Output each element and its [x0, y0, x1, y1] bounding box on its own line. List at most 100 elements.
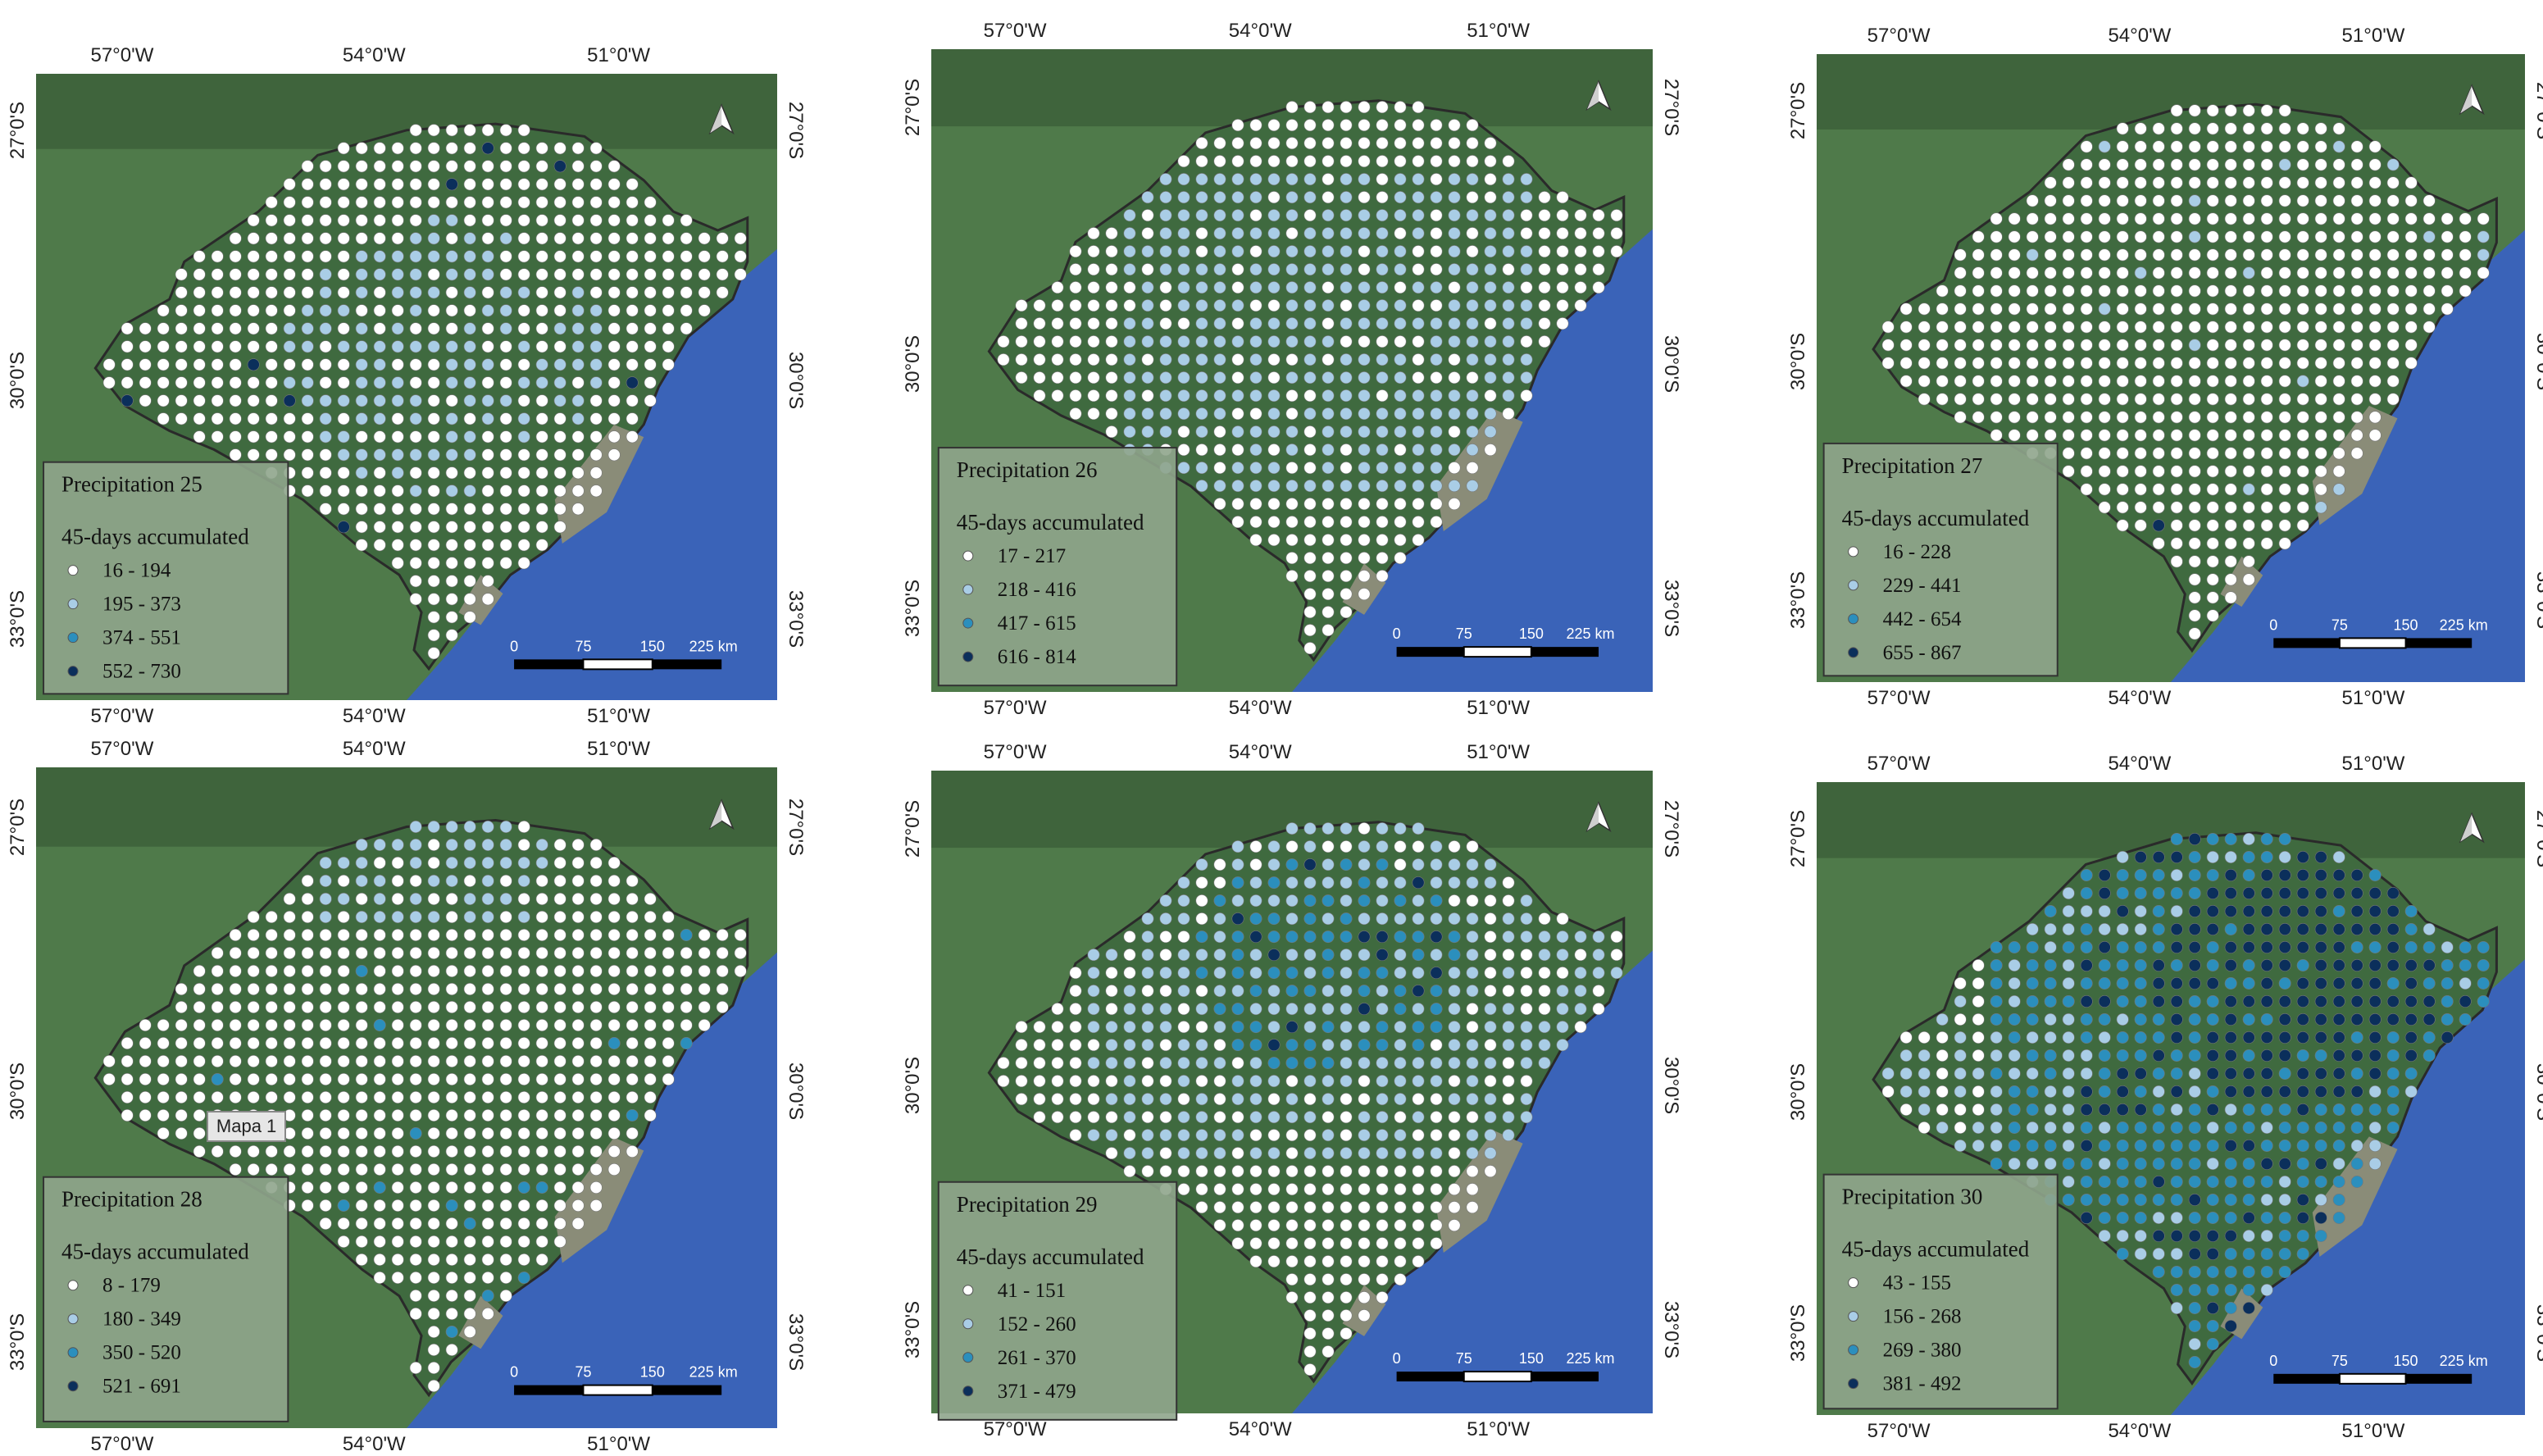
precip-point: [427, 1054, 440, 1067]
precip-point: [517, 857, 530, 870]
precip-point: [2332, 176, 2345, 189]
precip-point: [247, 430, 260, 444]
precip-point: [1430, 480, 1443, 493]
precip-point: [2188, 122, 2201, 135]
precip-point: [499, 1253, 512, 1266]
precip-point: [607, 340, 621, 353]
precip-point: [1412, 1237, 1425, 1250]
precip-point: [1213, 1003, 1226, 1016]
precip-point: [2116, 923, 2129, 936]
precip-point: [409, 268, 422, 281]
precip-point: [427, 232, 440, 245]
precip-point: [1267, 858, 1281, 871]
precip-point: [427, 485, 440, 498]
precip-point: [2368, 941, 2382, 954]
precip-point: [265, 982, 278, 995]
lon-label: 51°0'W: [587, 705, 651, 727]
precip-point: [2098, 959, 2111, 972]
precip-point: [2260, 501, 2273, 514]
precip-point: [481, 1307, 494, 1320]
precip-point: [373, 466, 386, 480]
precip-point: [373, 521, 386, 534]
precip-point: [1520, 173, 1533, 186]
lon-label: 51°0'W: [1467, 741, 1531, 763]
precip-point: [1231, 967, 1244, 980]
precip-point: [319, 485, 332, 498]
precip-point: [1917, 339, 1931, 352]
precip-point: [445, 503, 458, 516]
precip-point: [1502, 1129, 1515, 1142]
precip-point: [409, 196, 422, 209]
precip-point: [427, 340, 440, 353]
precip-point: [301, 340, 314, 353]
precip-point: [1376, 1183, 1389, 1196]
map-panel: 0 75 150 225 km Precipitation 28 45-days accu…: [36, 767, 777, 1428]
precip-point: [2477, 230, 2490, 243]
precip-point: [1484, 137, 1497, 150]
precip-point: [1141, 407, 1154, 421]
precip-point: [1394, 822, 1407, 835]
precip-point: [1267, 967, 1281, 980]
lat-label: 33°0'S: [7, 1313, 29, 1372]
precip-point: [2242, 339, 2255, 352]
precip-point: [1105, 1057, 1118, 1070]
precip-point: [463, 430, 476, 444]
precip-point: [2278, 905, 2291, 918]
precip-point: [1358, 588, 1371, 601]
precip-point: [229, 1072, 242, 1085]
precip-point: [1412, 317, 1425, 330]
precip-point: [2350, 321, 2363, 334]
precip-point: [391, 322, 404, 335]
precip-point: [175, 1126, 188, 1140]
map-panel: 0 75 150 225 km Precipitation 25 45-days accu…: [36, 74, 777, 700]
precip-point: [1231, 1075, 1244, 1088]
precip-point: [1249, 1147, 1262, 1160]
precip-point: [1430, 949, 1443, 962]
precip-point: [301, 485, 314, 498]
precip-point: [2350, 887, 2363, 900]
precip-point: [2422, 941, 2436, 954]
precip-point: [1231, 894, 1244, 908]
precip-point: [157, 322, 170, 335]
precip-point: [2350, 140, 2363, 153]
precip-point: [2260, 537, 2273, 550]
precip-point: [301, 1108, 314, 1122]
precip-point: [355, 286, 368, 299]
precip-point: [409, 539, 422, 552]
precip-point: [1610, 245, 1623, 258]
precip-point: [1376, 1255, 1389, 1268]
legend-swatch: [962, 617, 974, 629]
legend-swatch: [1848, 546, 1859, 557]
precip-point: [1195, 1039, 1208, 1052]
precip-point: [2188, 941, 2201, 954]
precip-point: [1177, 1021, 1190, 1034]
precip-point: [2152, 1175, 2165, 1188]
precip-point: [2260, 393, 2273, 406]
precip-point: [481, 1018, 494, 1031]
precip-point: [2332, 212, 2345, 225]
precip-point: [2080, 411, 2093, 424]
precip-point: [1303, 1093, 1317, 1106]
legend-swatch: [1848, 1378, 1859, 1390]
scale-bar-label: 225 km: [689, 638, 738, 654]
precip-point: [1412, 516, 1425, 529]
precip-point: [2224, 869, 2237, 882]
precip-point: [607, 1036, 621, 1049]
precip-point: [1412, 1075, 1425, 1088]
precip-point: [1141, 1057, 1154, 1070]
precip-point: [1538, 263, 1551, 276]
precip-point: [2170, 339, 2183, 352]
precip-point: [1466, 173, 1479, 186]
precip-point: [2224, 122, 2237, 135]
legend-class-label: 381 - 492: [1883, 1373, 1962, 1395]
precip-point: [463, 593, 476, 606]
precip-point: [1249, 299, 1262, 312]
precip-point: [2242, 122, 2255, 135]
precip-point: [193, 340, 206, 353]
precip-point: [211, 322, 224, 335]
precip-point: [1195, 949, 1208, 962]
precip-point: [337, 521, 350, 534]
precip-point: [193, 1054, 206, 1067]
precip-point: [662, 929, 675, 942]
precip-point: [1177, 407, 1190, 421]
